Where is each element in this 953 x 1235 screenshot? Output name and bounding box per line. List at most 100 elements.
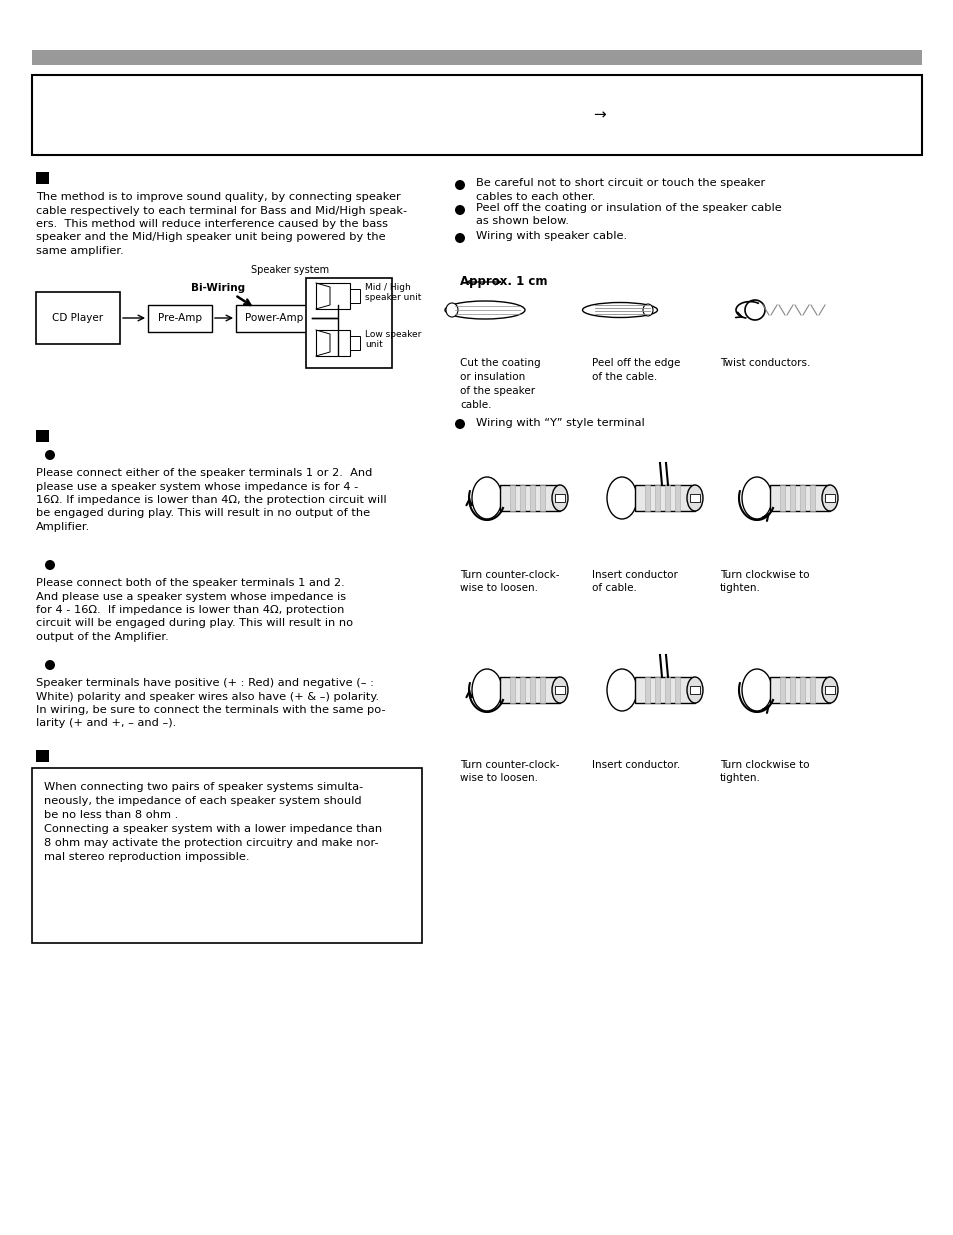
- Bar: [664, 485, 669, 511]
- Text: Insert conductor.: Insert conductor.: [592, 760, 679, 769]
- Bar: [539, 677, 544, 703]
- Bar: [689, 494, 700, 501]
- Bar: [36, 291, 120, 345]
- Text: Low speaker
unit: Low speaker unit: [365, 330, 421, 350]
- Circle shape: [455, 180, 464, 190]
- Text: →: →: [593, 107, 606, 122]
- Bar: [315, 330, 350, 356]
- Text: And please use a speaker system whose impedance is: And please use a speaker system whose im…: [36, 592, 346, 601]
- Text: cable.: cable.: [459, 400, 491, 410]
- Text: Speaker terminals have positive (+ : Red) and negative (– :: Speaker terminals have positive (+ : Red…: [36, 678, 374, 688]
- Text: White) polarity and speaker wires also have (+ & –) polarity.: White) polarity and speaker wires also h…: [36, 692, 378, 701]
- Bar: [809, 677, 814, 703]
- Text: neously, the impedance of each speaker system should: neously, the impedance of each speaker s…: [44, 797, 361, 806]
- Text: tighten.: tighten.: [720, 773, 760, 783]
- Text: Twist conductors.: Twist conductors.: [720, 358, 809, 368]
- Ellipse shape: [552, 677, 567, 703]
- Ellipse shape: [821, 485, 837, 511]
- Bar: [530, 485, 535, 511]
- Ellipse shape: [446, 303, 457, 317]
- Text: Peel off the coating or insulation of the speaker cable: Peel off the coating or insulation of th…: [476, 203, 781, 212]
- Bar: [32, 768, 421, 944]
- Bar: [689, 685, 700, 694]
- Text: Power-Amp: Power-Amp: [245, 312, 303, 324]
- Text: cable respectively to each terminal for Bass and Mid/High speak-: cable respectively to each terminal for …: [36, 205, 407, 215]
- Text: or insulation: or insulation: [459, 372, 525, 382]
- Ellipse shape: [741, 477, 771, 519]
- Bar: [350, 289, 359, 303]
- Bar: [644, 485, 649, 511]
- Bar: [555, 494, 564, 501]
- Ellipse shape: [642, 304, 652, 316]
- Text: be engaged during play. This will result in no output of the: be engaged during play. This will result…: [36, 509, 370, 519]
- Text: Wiring with “Y” style terminal: Wiring with “Y” style terminal: [476, 417, 644, 429]
- Bar: [809, 485, 814, 511]
- Ellipse shape: [741, 669, 771, 711]
- Bar: [655, 677, 659, 703]
- Bar: [36, 430, 49, 442]
- Bar: [148, 305, 212, 332]
- Circle shape: [45, 659, 55, 671]
- Text: Mid / High
speaker unit: Mid / High speaker unit: [365, 283, 421, 303]
- Bar: [635, 485, 695, 511]
- Text: output of the Amplifier.: output of the Amplifier.: [36, 632, 169, 642]
- Text: for 4 - 16Ω.  If impedance is lower than 4Ω, protection: for 4 - 16Ω. If impedance is lower than …: [36, 605, 344, 615]
- Ellipse shape: [472, 477, 501, 519]
- Bar: [36, 172, 49, 184]
- Bar: [780, 677, 784, 703]
- Ellipse shape: [606, 669, 637, 711]
- Text: be no less than 8 ohm .: be no less than 8 ohm .: [44, 810, 178, 820]
- Text: When connecting two pairs of speaker systems simulta-: When connecting two pairs of speaker sys…: [44, 782, 363, 792]
- Bar: [510, 485, 515, 511]
- Text: CD Player: CD Player: [52, 312, 104, 324]
- Text: Please connect either of the speaker terminals 1 or 2.  And: Please connect either of the speaker ter…: [36, 468, 372, 478]
- Text: Speaker system: Speaker system: [251, 266, 329, 275]
- Ellipse shape: [582, 303, 657, 317]
- Text: of the speaker: of the speaker: [459, 387, 535, 396]
- Bar: [32, 75, 921, 156]
- Text: Pre-Amp: Pre-Amp: [158, 312, 202, 324]
- Text: Connecting a speaker system with a lower impedance than: Connecting a speaker system with a lower…: [44, 824, 382, 834]
- Bar: [36, 750, 49, 762]
- Bar: [800, 485, 804, 511]
- Circle shape: [455, 205, 464, 215]
- Text: as shown below.: as shown below.: [476, 216, 568, 226]
- Text: Bi-Wiring: Bi-Wiring: [191, 283, 245, 293]
- Text: Wiring with speaker cable.: Wiring with speaker cable.: [476, 231, 626, 241]
- Text: Turn clockwise to: Turn clockwise to: [720, 760, 809, 769]
- Text: Turn counter-clock-: Turn counter-clock-: [459, 571, 558, 580]
- Bar: [315, 283, 350, 309]
- Ellipse shape: [552, 485, 567, 511]
- Ellipse shape: [444, 301, 524, 319]
- Text: of the cable.: of the cable.: [592, 372, 657, 382]
- Bar: [644, 677, 649, 703]
- Bar: [675, 485, 679, 511]
- Bar: [780, 485, 784, 511]
- Text: speaker and the Mid/High speaker unit being powered by the: speaker and the Mid/High speaker unit be…: [36, 232, 385, 242]
- Text: please use a speaker system whose impedance is for 4 -: please use a speaker system whose impeda…: [36, 482, 358, 492]
- Bar: [350, 336, 359, 350]
- Ellipse shape: [821, 677, 837, 703]
- Bar: [769, 677, 829, 703]
- Text: Insert conductor: Insert conductor: [592, 571, 678, 580]
- Circle shape: [45, 450, 55, 459]
- Text: wise to loosen.: wise to loosen.: [459, 583, 537, 593]
- Text: wise to loosen.: wise to loosen.: [459, 773, 537, 783]
- Text: tighten.: tighten.: [720, 583, 760, 593]
- Text: of cable.: of cable.: [592, 583, 637, 593]
- Text: 8 ohm may activate the protection circuitry and make nor-: 8 ohm may activate the protection circui…: [44, 839, 378, 848]
- Text: 16Ω. If impedance is lower than 4Ω, the protection circuit will: 16Ω. If impedance is lower than 4Ω, the …: [36, 495, 386, 505]
- Circle shape: [45, 559, 55, 571]
- Circle shape: [455, 233, 464, 243]
- Text: Turn counter-clock-: Turn counter-clock-: [459, 760, 558, 769]
- Bar: [530, 677, 535, 703]
- Text: circuit will be engaged during play. This will result in no: circuit will be engaged during play. Thi…: [36, 619, 353, 629]
- Ellipse shape: [686, 485, 702, 511]
- Bar: [519, 677, 524, 703]
- Bar: [635, 677, 695, 703]
- Text: Cut the coating: Cut the coating: [459, 358, 540, 368]
- Bar: [499, 485, 559, 511]
- Bar: [769, 485, 829, 511]
- Bar: [510, 677, 515, 703]
- Bar: [539, 485, 544, 511]
